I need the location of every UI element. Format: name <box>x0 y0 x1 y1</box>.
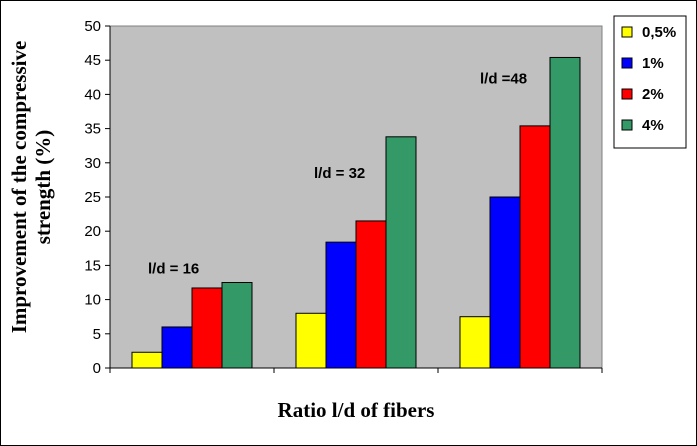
legend-label: 2% <box>642 86 664 103</box>
y-tick-label: 25 <box>84 189 101 206</box>
y-axis-title-line-2: strength (%) <box>31 130 55 245</box>
y-tick-label: 10 <box>84 292 101 309</box>
legend-swatch <box>621 88 633 100</box>
x-axis-title: Ratio l/d of fibers <box>278 398 435 422</box>
legend-label: 0,5% <box>642 24 676 41</box>
y-tick-label: 5 <box>93 326 101 343</box>
bar-4--cat-3 <box>549 56 581 369</box>
group-labels: l/d = 16 l/d = 32 l/d =48 <box>148 70 527 277</box>
bar-2--cat-3 <box>519 125 551 369</box>
y-axis-title: Improvement of the compressive strength (… <box>7 41 55 334</box>
legend-label: 1% <box>642 55 664 72</box>
y-axis-title-line-1: Improvement of the compressive <box>7 41 31 334</box>
x-axis <box>109 367 603 373</box>
bar-1--cat-1 <box>161 326 193 369</box>
bar-4--cat-1 <box>221 282 253 369</box>
y-tick-label: 45 <box>84 52 101 69</box>
legend-swatch <box>621 119 633 131</box>
bar-2--cat-2 <box>355 220 387 369</box>
group-label-1: l/d = 16 <box>148 261 199 278</box>
bar-1--cat-3 <box>489 196 521 369</box>
bar-0-5--cat-2 <box>295 312 327 369</box>
bar-2--cat-1 <box>191 287 223 369</box>
bars-layer <box>131 56 581 369</box>
bar-0-5--cat-3 <box>459 316 491 369</box>
y-tick-label: 50 <box>84 18 101 35</box>
y-axis: 0 5 10 15 20 25 30 35 40 45 50 <box>84 18 111 377</box>
bar-4--cat-2 <box>385 136 417 369</box>
group-label-2: l/d = 32 <box>314 165 365 182</box>
y-tick-label: 35 <box>84 121 101 138</box>
y-tick-label: 30 <box>84 155 101 172</box>
y-tick-label: 15 <box>84 257 101 274</box>
y-tick-label: 0 <box>93 360 101 377</box>
legend-swatch <box>621 26 633 38</box>
bar-1--cat-2 <box>325 241 357 369</box>
legend-swatch <box>621 57 633 69</box>
y-tick-label: 20 <box>84 223 101 240</box>
legend-label: 4% <box>642 117 664 134</box>
y-tick-label: 40 <box>84 86 101 103</box>
bar-0-5--cat-1 <box>131 351 163 369</box>
legend: 0,5% 1% 2% 4% <box>613 15 687 149</box>
group-label-3: l/d =48 <box>480 70 527 87</box>
